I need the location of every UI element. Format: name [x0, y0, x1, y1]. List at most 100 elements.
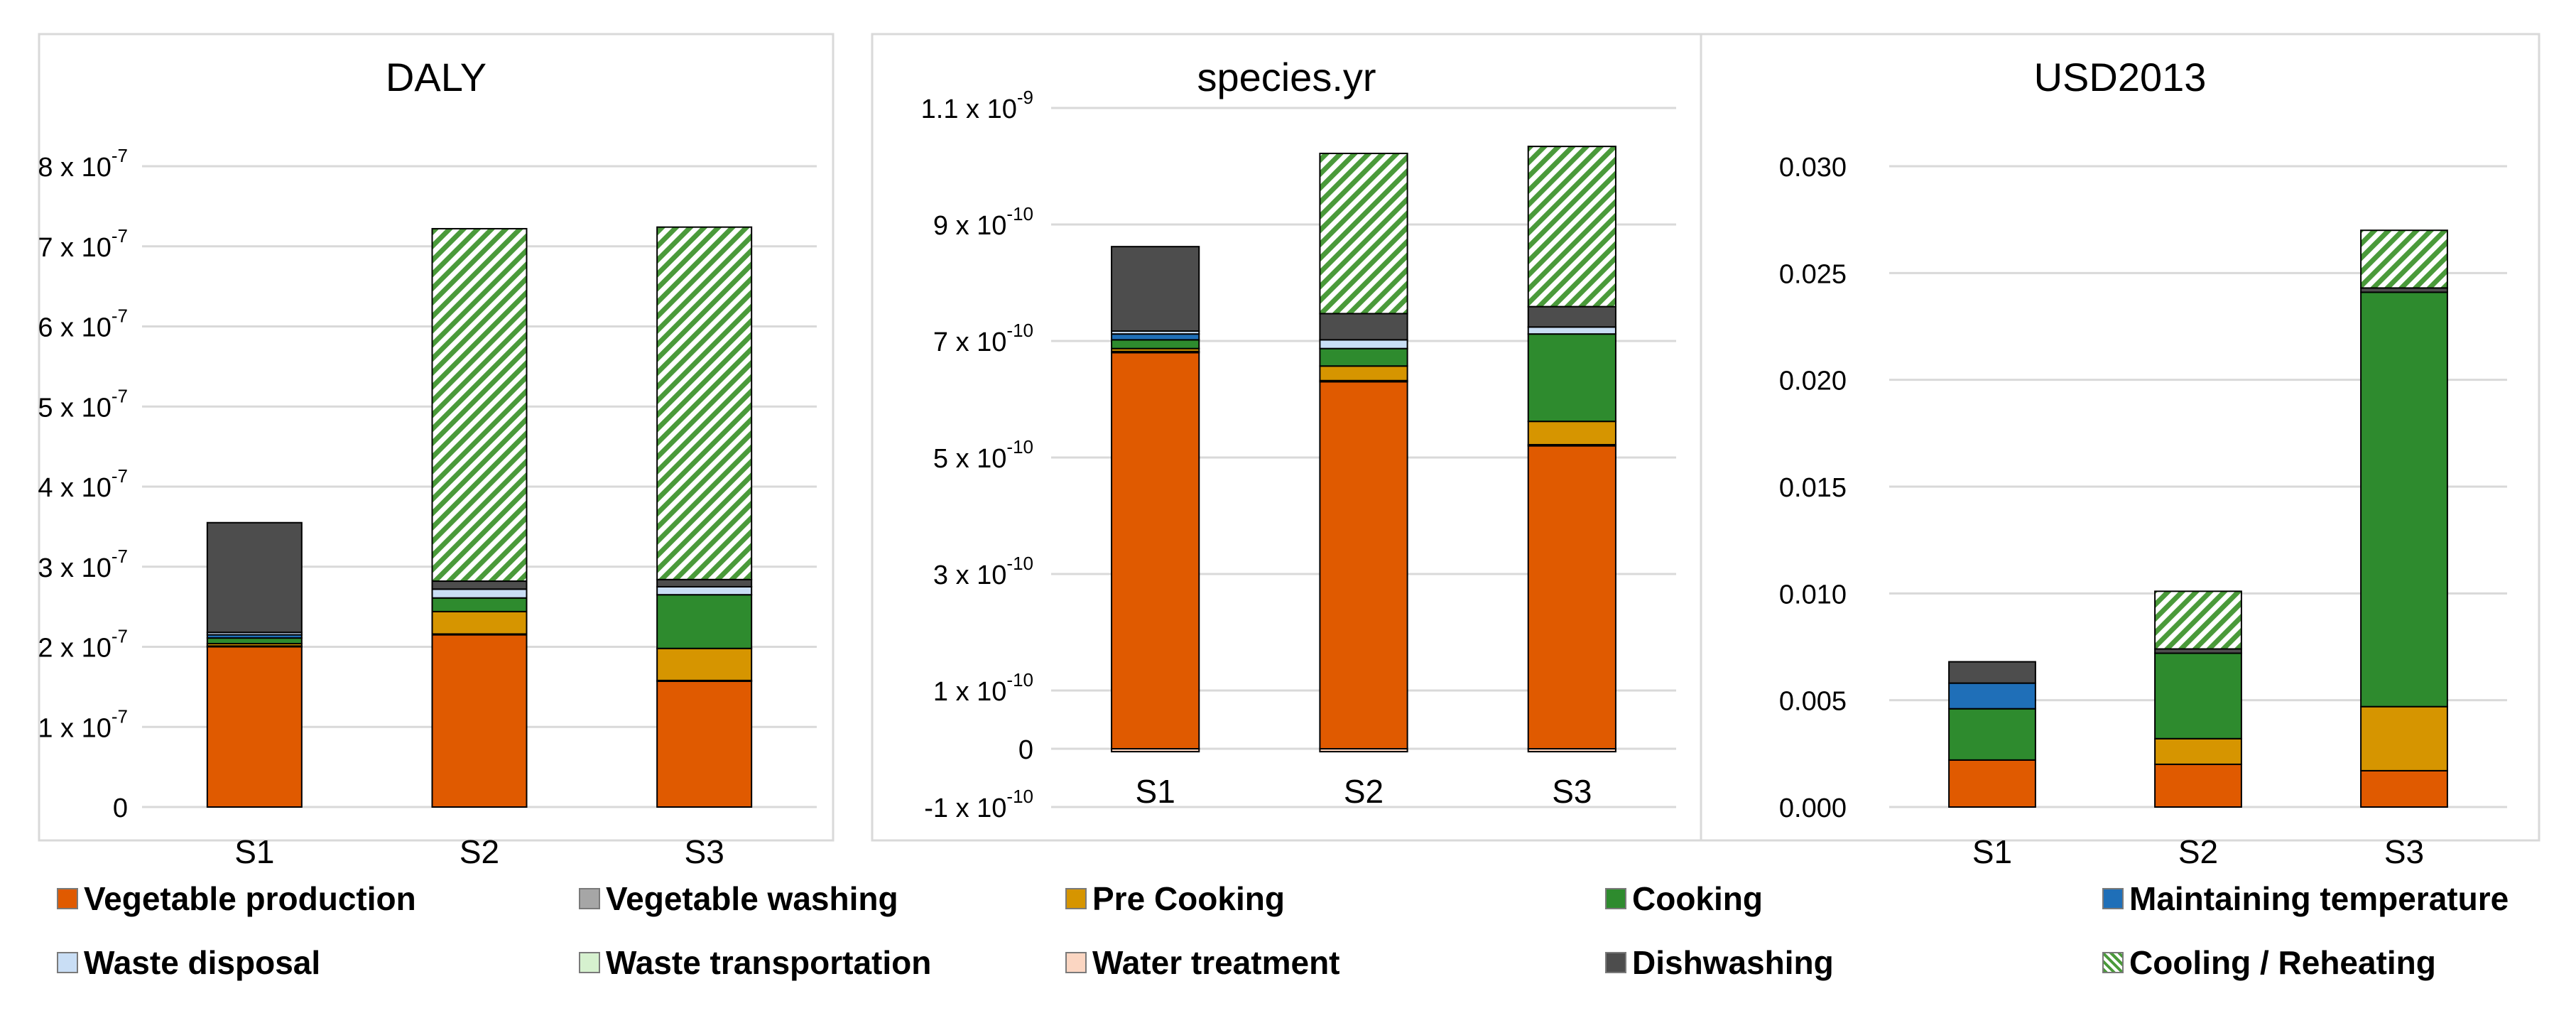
bar-segment-pre-cooking-s2 [1319, 365, 1408, 381]
y-tick-label: 0.010 [1779, 580, 1847, 610]
bar-segment-cooking-s2 [431, 597, 528, 612]
bar-segment-pre-cooking-s3 [656, 647, 753, 681]
bar-segment-vegetable-production-s3 [1527, 445, 1616, 749]
bar-segment-waste-disposal-s2 [1319, 339, 1408, 350]
bar-segment-waste-disposal-s3 [656, 585, 753, 596]
bar-segment-cooling-reheating-s2 [2154, 590, 2242, 650]
x-category-label: S2 [460, 833, 499, 870]
bar-segment-cooking-s1 [206, 637, 303, 644]
legend-label: Cooking [1632, 880, 1763, 917]
y-tick-label: 1 x 10-7 [38, 705, 128, 743]
bar-segment-water-treatment-s1 [1111, 748, 1200, 753]
legend-label: Pre Cooking [1092, 880, 1285, 917]
legend: Vegetable production Vegetable washing Pre… [57, 879, 2543, 1014]
chart-panel-1: DALY 0 1 x 10-7 2 x 10-7 3 x 10-7 4 x 10-7 5 x… [38, 33, 835, 870]
bar-segment-vegetable-production-s2 [2154, 763, 2242, 808]
bar-segment-vegetable-production-s2 [431, 634, 528, 808]
panel-border [1700, 33, 2540, 842]
bar-segment-cooling-reheating-s2 [1319, 152, 1408, 315]
legend-item-waste-disposal: Waste disposal [57, 943, 320, 982]
legend-swatch [1605, 952, 1626, 973]
x-category-label: S3 [2384, 833, 2424, 870]
legend-swatch [579, 952, 600, 973]
y-tick-label: 0 [113, 794, 128, 823]
legend-item-pre-cooking: Pre Cooking [1065, 879, 1285, 918]
chart-title: USD2013 [2034, 55, 2207, 99]
y-tick-label: 5 x 10-7 [38, 385, 128, 423]
bar-segment-cooking-s3 [656, 594, 753, 649]
legend-swatch [57, 952, 78, 973]
legend-label: Maintaining temperature [2129, 880, 2509, 917]
bar-segment-dishwashing-s1 [1111, 246, 1200, 332]
legend-swatch [579, 888, 600, 909]
bar-segment-dishwashing-s1 [1948, 661, 2036, 684]
bar-segment-dishwashing-s1 [206, 521, 303, 634]
x-category-label: S3 [1552, 773, 1592, 810]
chart-title: DALY [386, 55, 487, 99]
y-tick-label: 0.000 [1779, 794, 1847, 823]
legend-item-vegetable-production: Vegetable production [57, 879, 416, 918]
legend-swatch [1605, 888, 1626, 909]
bar-segment-cooking-s3 [2360, 291, 2448, 708]
panel-border [38, 33, 835, 842]
chart-title: species.yr [1197, 55, 1376, 99]
x-category-label: S1 [1972, 833, 2012, 870]
bar-segment-pre-cooking-s3 [2360, 705, 2448, 771]
bar-segment-dishwashing-s2 [431, 580, 528, 590]
y-tick-label: 3 x 10-7 [38, 546, 128, 583]
y-tick-label: 0.015 [1779, 473, 1847, 503]
bar-segment-waste-disposal-s3 [1527, 326, 1616, 335]
bar-segment-cooking-s2 [2154, 652, 2242, 740]
bar-segment-cooking-s3 [1527, 333, 1616, 423]
legend-item-vegetable-washing: Vegetable washing [579, 879, 898, 918]
y-tick-label: 0 [1018, 735, 1033, 765]
bar-segment-vegetable-production-s3 [656, 680, 753, 808]
bar-segment-vegetable-production-s1 [1111, 352, 1200, 749]
legend-label: Dishwashing [1632, 944, 1834, 981]
bar-segment-vegetable-production-s1 [206, 646, 303, 808]
bar-segment-vegetable-production-s2 [1319, 381, 1408, 749]
y-tick-label: 7 x 10-7 [38, 225, 128, 263]
bar-segment-cooling-reheating-s3 [656, 226, 753, 580]
legend-label: Waste transportation [606, 944, 932, 981]
bar-segment-dishwashing-s2 [1319, 313, 1408, 341]
bar-segment-pre-cooking-s3 [1527, 421, 1616, 445]
y-tick-label: 0.005 [1779, 687, 1847, 717]
legend-item-cooking: Cooking [1605, 879, 1763, 918]
x-category-label: S3 [685, 833, 724, 870]
y-tick-label: 6 x 10-7 [38, 305, 128, 343]
bar-segment-waste-disposal-s2 [431, 588, 528, 599]
x-category-label: S2 [2178, 833, 2218, 870]
bar-segment-vegetable-production-s3 [2360, 769, 2448, 808]
bar-segment-pre-cooking-s2 [2154, 737, 2242, 765]
legend-label: Vegetable washing [606, 880, 898, 917]
legend-item-maintaining-temperature: Maintaining temperature [2102, 879, 2509, 918]
y-tick-label: 7 x 10-10 [933, 320, 1033, 357]
legend-swatch [1065, 888, 1087, 909]
legend-swatch [2102, 888, 2124, 909]
legend-label: Vegetable production [84, 880, 416, 917]
bar-segment-cooling-reheating-s3 [2360, 229, 2448, 289]
bar-segment-dishwashing-s3 [1527, 305, 1616, 328]
y-tick-label: 9 x 10-10 [933, 203, 1033, 241]
y-tick-label: 1.1 x 10-9 [921, 87, 1033, 124]
bar-segment-maintaining-temperature-s1 [1948, 682, 2036, 710]
x-category-label: S2 [1344, 773, 1384, 810]
y-tick-label: -1 x 10-10 [924, 786, 1033, 823]
legend-label: Cooling / Reheating [2129, 944, 2436, 981]
bar-segment-water-treatment-s3 [1527, 748, 1616, 753]
y-tick-label: 3 x 10-10 [933, 553, 1033, 590]
y-tick-label: 0.020 [1779, 367, 1847, 396]
bar-segment-cooking-s1 [1111, 339, 1200, 350]
bar-segment-cooling-reheating-s3 [1527, 146, 1616, 308]
bar-segment-cooking-s2 [1319, 347, 1408, 367]
legend-item-waste-transportation: Waste transportation [579, 943, 931, 982]
bar-segment-vegetable-production-s1 [1948, 759, 2036, 808]
legend-swatch [2102, 952, 2124, 973]
legend-swatch [1065, 952, 1087, 973]
legend-item-cooling-reheating: Cooling / Reheating [2102, 943, 2436, 982]
chart-panel-2: species.yr -1 x 10-10 0 1 x 10-10 3 x 10-10 5… [871, 33, 1702, 842]
bar-segment-dishwashing-s3 [656, 578, 753, 587]
y-tick-label: 1 x 10-10 [933, 669, 1033, 707]
